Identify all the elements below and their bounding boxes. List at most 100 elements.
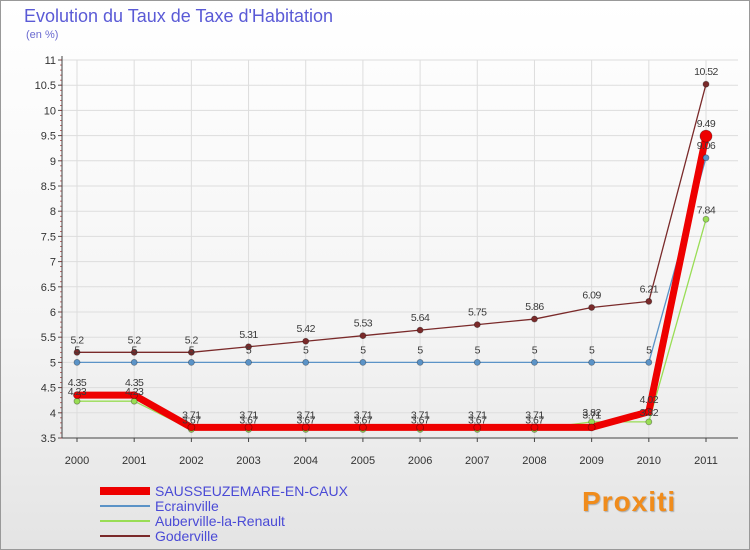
data-label: 5.64 (411, 312, 430, 324)
data-label: 4.35 (125, 377, 144, 389)
data-label: 9.49 (697, 118, 716, 130)
series-lines (77, 84, 710, 431)
y-tick-label: 6.5 (41, 282, 56, 294)
chart-title: Evolution du Taux de Taxe d'Habitation (24, 6, 333, 26)
data-label: 3.82 (640, 407, 659, 419)
series-line-1 (77, 157, 707, 364)
data-label: 5 (189, 344, 195, 356)
data-point (130, 397, 138, 405)
y-axis-tick-labels: 3.5 4 4.5 5 5.5 6 6.5 7 7.5 8 8.5 9 9.5 10 10.5 11 (35, 55, 56, 445)
data-label: 3.71 (182, 409, 201, 421)
x-tick-label: 2005 (351, 455, 375, 467)
data-label: 3.82 (582, 407, 601, 419)
data-label: 3.71 (525, 409, 544, 421)
data-point (702, 154, 710, 162)
legend-label: Goderville (155, 528, 219, 544)
data-point (302, 337, 310, 345)
data-point (359, 358, 367, 366)
proxiti-logo: Proxiti (582, 486, 677, 517)
data-label: 5 (303, 344, 309, 356)
legend-label: SAUSSEUZEMARE-EN-CAUX (155, 483, 348, 499)
data-point (245, 343, 252, 351)
data-label: 6.09 (582, 289, 601, 301)
x-axis-tick-labels: 2000 2001 2002 2003 2004 2005 2006 2007 2008 2009… (65, 455, 718, 467)
data-point (302, 358, 310, 366)
data-label: 4.02 (640, 394, 659, 406)
data-label: 5 (132, 344, 138, 356)
y-tick-label: 10 (44, 105, 56, 117)
x-tick-label: 2001 (122, 455, 146, 467)
y-tick-label: 4 (50, 408, 56, 420)
data-label: 9.06 (697, 140, 716, 152)
data-point (187, 423, 196, 432)
data-point (644, 407, 653, 416)
y-tick-label: 5 (50, 357, 56, 369)
data-point (245, 358, 252, 366)
legend-label: Auberville-la-Renault (155, 513, 285, 529)
data-point (359, 423, 367, 432)
x-tick-label: 2011 (694, 455, 718, 467)
data-label: 3.67 (354, 414, 373, 426)
data-point (416, 423, 424, 432)
chart-axes (58, 56, 738, 442)
data-label: 5.2 (70, 334, 84, 346)
data-label: 6.21 (640, 283, 659, 295)
x-tick-label: 2007 (465, 455, 489, 467)
data-label: 7.84 (697, 204, 716, 216)
data-label: 4.23 (68, 386, 87, 398)
chart-unit-label: (en %) (26, 29, 59, 41)
data-label: 10.52 (694, 66, 718, 78)
data-label: 3.71 (297, 409, 316, 421)
y-tick-label: 5.5 (41, 332, 56, 344)
data-point (73, 348, 81, 356)
x-tick-label: 2008 (522, 455, 546, 467)
data-label: 3.71 (354, 409, 373, 421)
data-point (645, 358, 653, 366)
data-point (359, 332, 367, 340)
data-point (699, 129, 713, 143)
data-label: 3.67 (182, 414, 201, 426)
data-point (187, 358, 195, 366)
data-label: 5 (417, 344, 423, 356)
y-tick-label: 4.5 (41, 383, 56, 395)
data-label: 5 (74, 344, 80, 356)
x-tick-label: 2004 (293, 455, 317, 467)
x-tick-label: 2010 (637, 455, 661, 467)
x-tick-label: 2009 (579, 455, 603, 467)
y-tick-label: 11 (45, 55, 56, 67)
x-tick-label: 2006 (408, 455, 432, 467)
series-line-2 (77, 219, 707, 431)
y-tick-label: 7.5 (41, 231, 56, 243)
data-point (531, 315, 538, 323)
x-tick-label: 2003 (236, 455, 260, 467)
data-point (130, 358, 138, 366)
data-point (473, 423, 482, 432)
data-point (645, 298, 653, 305)
data-label: 3.71 (239, 409, 258, 421)
data-label: 3.71 (582, 409, 601, 421)
data-label: 5.75 (468, 307, 487, 319)
data-label: 5 (646, 344, 652, 356)
data-label: 5.86 (525, 301, 544, 313)
data-point (416, 326, 424, 334)
data-point (244, 423, 253, 432)
series-points (73, 80, 713, 433)
data-label: 5 (246, 344, 252, 356)
data-point (130, 348, 138, 356)
data-point (73, 358, 81, 366)
data-point (530, 423, 539, 432)
data-label: 5.2 (185, 334, 199, 346)
data-label: 5.42 (297, 323, 316, 335)
data-point (73, 391, 81, 400)
data-label: 4.23 (125, 386, 144, 398)
data-point (187, 348, 195, 356)
line-chart: 3.5 4 4.5 5 5.5 6 6.5 7 7.5 8 8.5 9 9.5 10 10.5 11 2000… (35, 55, 738, 467)
data-point (473, 358, 481, 366)
data-label: 5 (532, 344, 538, 356)
data-label: 5 (475, 344, 481, 356)
data-label: 3.67 (411, 414, 430, 426)
data-point (301, 423, 310, 432)
data-point (702, 80, 710, 88)
y-tick-label: 7 (50, 257, 56, 269)
